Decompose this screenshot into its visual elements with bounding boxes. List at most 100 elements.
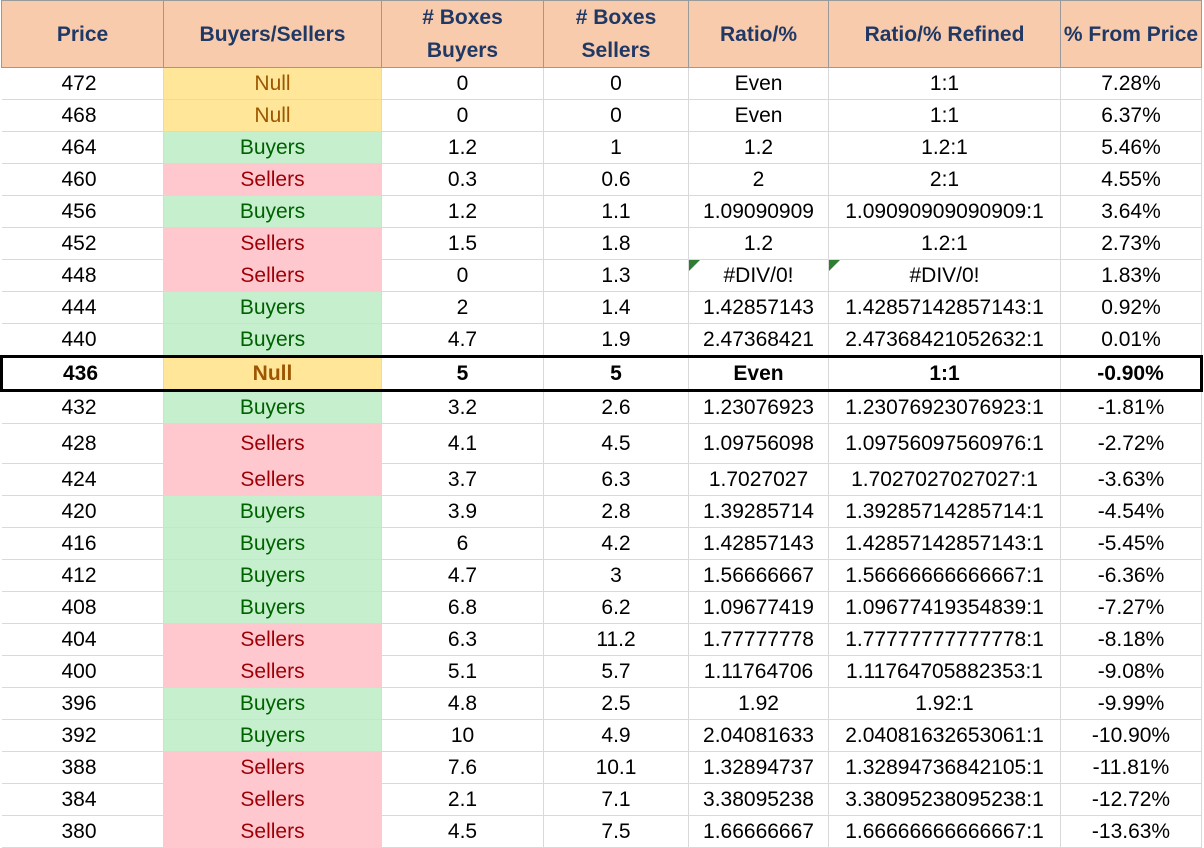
pct-from-price-cell[interactable]: -9.08% bbox=[1060, 655, 1202, 688]
ratio-refined-cell[interactable]: #DIV/0! bbox=[828, 259, 1061, 292]
error-indicator-icon[interactable] bbox=[829, 260, 840, 271]
price-cell[interactable]: 380 bbox=[1, 815, 164, 848]
pct-from-price-cell[interactable]: -6.36% bbox=[1060, 559, 1202, 592]
pct-from-price-cell[interactable]: 3.64% bbox=[1060, 195, 1202, 228]
boxes-buyers-cell[interactable]: 0 bbox=[381, 259, 544, 292]
ratio-cell[interactable]: 1.66666667 bbox=[688, 815, 829, 848]
boxes-sellers-cell[interactable]: 7.5 bbox=[543, 815, 689, 848]
boxes-sellers-cell[interactable]: 1.9 bbox=[543, 323, 689, 357]
boxes-buyers-cell[interactable]: 7.6 bbox=[381, 751, 544, 784]
pct-from-price-cell[interactable]: 5.46% bbox=[1060, 131, 1202, 164]
boxes-sellers-cell[interactable]: 7.1 bbox=[543, 783, 689, 816]
ratio-cell[interactable]: Even bbox=[688, 355, 829, 392]
ratio-cell[interactable]: 1.39285714 bbox=[688, 495, 829, 528]
pct-from-price-cell[interactable]: 7.28% bbox=[1060, 67, 1202, 100]
boxes-sellers-cell[interactable]: 6.3 bbox=[543, 463, 689, 496]
boxes-sellers-cell[interactable]: 3 bbox=[543, 559, 689, 592]
ratio-cell[interactable]: 1.92 bbox=[688, 687, 829, 720]
ratio-cell[interactable]: 1.56666667 bbox=[688, 559, 829, 592]
ratio-refined-cell[interactable]: 1.92:1 bbox=[828, 687, 1061, 720]
price-cell[interactable]: 392 bbox=[1, 719, 164, 752]
ratio-cell[interactable]: 3.38095238 bbox=[688, 783, 829, 816]
ratio-refined-cell[interactable]: 1:1 bbox=[828, 99, 1061, 132]
header-boxes-buyers[interactable]: # Boxes Buyers bbox=[381, 0, 544, 68]
boxes-sellers-cell[interactable]: 6.2 bbox=[543, 591, 689, 624]
header-boxes-sellers[interactable]: # Boxes Sellers bbox=[543, 0, 689, 68]
price-cell[interactable]: 472 bbox=[1, 67, 164, 100]
price-cell[interactable]: 432 bbox=[1, 390, 164, 424]
boxes-sellers-cell[interactable]: 4.5 bbox=[543, 423, 689, 464]
buyers-sellers-cell[interactable]: Sellers bbox=[163, 423, 382, 464]
buyers-sellers-cell[interactable]: Buyers bbox=[163, 131, 382, 164]
pct-from-price-cell[interactable]: 6.37% bbox=[1060, 99, 1202, 132]
ratio-refined-cell[interactable]: 1.2:1 bbox=[828, 131, 1061, 164]
pct-from-price-cell[interactable]: -2.72% bbox=[1060, 423, 1202, 464]
buyers-sellers-cell[interactable]: Buyers bbox=[163, 495, 382, 528]
price-cell[interactable]: 424 bbox=[1, 463, 164, 496]
boxes-sellers-cell[interactable]: 1 bbox=[543, 131, 689, 164]
boxes-sellers-cell[interactable]: 11.2 bbox=[543, 623, 689, 656]
boxes-buyers-cell[interactable]: 5 bbox=[381, 355, 544, 392]
ratio-refined-cell[interactable]: 1:1 bbox=[828, 67, 1061, 100]
boxes-buyers-cell[interactable]: 3.7 bbox=[381, 463, 544, 496]
buyers-sellers-cell[interactable]: Sellers bbox=[163, 655, 382, 688]
price-cell[interactable]: 416 bbox=[1, 527, 164, 560]
ratio-refined-cell[interactable]: 1.2:1 bbox=[828, 227, 1061, 260]
price-cell[interactable]: 408 bbox=[1, 591, 164, 624]
ratio-cell[interactable]: 1.09756098 bbox=[688, 423, 829, 464]
ratio-cell[interactable]: 2.04081633 bbox=[688, 719, 829, 752]
pct-from-price-cell[interactable]: 1.83% bbox=[1060, 259, 1202, 292]
header-price[interactable]: Price bbox=[1, 0, 164, 68]
price-cell[interactable]: 440 bbox=[1, 323, 164, 357]
ratio-cell[interactable]: 2 bbox=[688, 163, 829, 196]
ratio-refined-cell[interactable]: 1.09756097560976:1 bbox=[828, 423, 1061, 464]
ratio-cell[interactable]: 1.09677419 bbox=[688, 591, 829, 624]
boxes-sellers-cell[interactable]: 1.1 bbox=[543, 195, 689, 228]
price-cell[interactable]: 420 bbox=[1, 495, 164, 528]
buyers-sellers-cell[interactable]: Buyers bbox=[163, 719, 382, 752]
boxes-sellers-cell[interactable]: 2.8 bbox=[543, 495, 689, 528]
boxes-sellers-cell[interactable]: 4.2 bbox=[543, 527, 689, 560]
buyers-sellers-cell[interactable]: Sellers bbox=[163, 463, 382, 496]
ratio-cell[interactable]: 1.11764706 bbox=[688, 655, 829, 688]
buyers-sellers-cell[interactable]: Buyers bbox=[163, 687, 382, 720]
header-buyers-sellers[interactable]: Buyers/Sellers bbox=[163, 0, 382, 68]
pct-from-price-cell[interactable]: -4.54% bbox=[1060, 495, 1202, 528]
pct-from-price-cell[interactable]: 2.73% bbox=[1060, 227, 1202, 260]
header-pct-from-price[interactable]: % From Price bbox=[1060, 0, 1202, 68]
boxes-buyers-cell[interactable]: 2.1 bbox=[381, 783, 544, 816]
boxes-buyers-cell[interactable]: 3.2 bbox=[381, 390, 544, 424]
boxes-buyers-cell[interactable]: 4.5 bbox=[381, 815, 544, 848]
ratio-cell[interactable]: 1.42857143 bbox=[688, 291, 829, 324]
price-cell[interactable]: 400 bbox=[1, 655, 164, 688]
buyers-sellers-cell[interactable]: Buyers bbox=[163, 591, 382, 624]
pct-from-price-cell[interactable]: 0.92% bbox=[1060, 291, 1202, 324]
price-cell[interactable]: 384 bbox=[1, 783, 164, 816]
buyers-sellers-cell[interactable]: Buyers bbox=[163, 323, 382, 357]
buyers-sellers-cell[interactable]: Sellers bbox=[163, 227, 382, 260]
ratio-cell[interactable]: 2.47368421 bbox=[688, 323, 829, 357]
price-cell[interactable]: 460 bbox=[1, 163, 164, 196]
boxes-sellers-cell[interactable]: 2.5 bbox=[543, 687, 689, 720]
ratio-refined-cell[interactable]: 1.42857142857143:1 bbox=[828, 527, 1061, 560]
boxes-sellers-cell[interactable]: 10.1 bbox=[543, 751, 689, 784]
ratio-refined-cell[interactable]: 1.11764705882353:1 bbox=[828, 655, 1061, 688]
price-cell[interactable]: 448 bbox=[1, 259, 164, 292]
buyers-sellers-cell[interactable]: Buyers bbox=[163, 559, 382, 592]
buyers-sellers-cell[interactable]: Sellers bbox=[163, 815, 382, 848]
ratio-refined-cell[interactable]: 1.23076923076923:1 bbox=[828, 390, 1061, 424]
ratio-refined-cell[interactable]: 1.09677419354839:1 bbox=[828, 591, 1061, 624]
ratio-refined-cell[interactable]: 2.04081632653061:1 bbox=[828, 719, 1061, 752]
price-cell[interactable]: 464 bbox=[1, 131, 164, 164]
ratio-cell[interactable]: 1.09090909 bbox=[688, 195, 829, 228]
ratio-refined-cell[interactable]: 1.66666666666667:1 bbox=[828, 815, 1061, 848]
ratio-cell[interactable]: 1.77777778 bbox=[688, 623, 829, 656]
price-cell[interactable]: 388 bbox=[1, 751, 164, 784]
boxes-sellers-cell[interactable]: 2.6 bbox=[543, 390, 689, 424]
buyers-sellers-cell[interactable]: Null bbox=[163, 355, 382, 392]
pct-from-price-cell[interactable]: -11.81% bbox=[1060, 751, 1202, 784]
pct-from-price-cell[interactable]: -13.63% bbox=[1060, 815, 1202, 848]
boxes-sellers-cell[interactable]: 1.4 bbox=[543, 291, 689, 324]
pct-from-price-cell[interactable]: -12.72% bbox=[1060, 783, 1202, 816]
boxes-buyers-cell[interactable]: 0.3 bbox=[381, 163, 544, 196]
